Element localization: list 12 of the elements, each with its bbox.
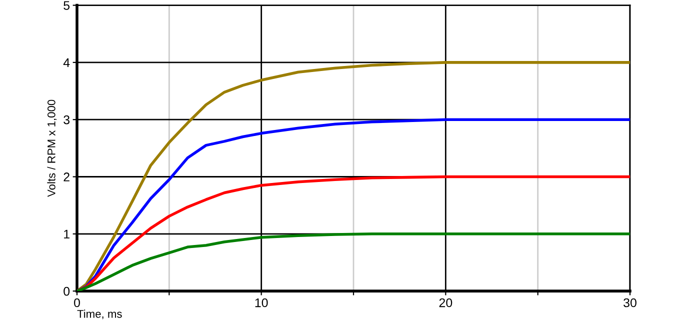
y-tick-label: 0 xyxy=(64,286,70,296)
y-tick-label: 5 xyxy=(64,1,70,10)
y-tick-label: 2 xyxy=(64,172,70,182)
y-axis-title: Volts / RPM x 1,000 xyxy=(47,100,57,197)
x-tick-label: 0 xyxy=(74,298,80,308)
y-tick-label: 4 xyxy=(63,58,70,67)
x-tick-label: 10 xyxy=(255,298,268,308)
x-tick-label: 30 xyxy=(624,298,636,308)
x-tick-label: 20 xyxy=(439,298,452,308)
y-tick-label: 1 xyxy=(64,230,70,238)
y-tick-label: 3 xyxy=(64,115,70,124)
x-axis-title: Time, ms xyxy=(77,310,122,320)
